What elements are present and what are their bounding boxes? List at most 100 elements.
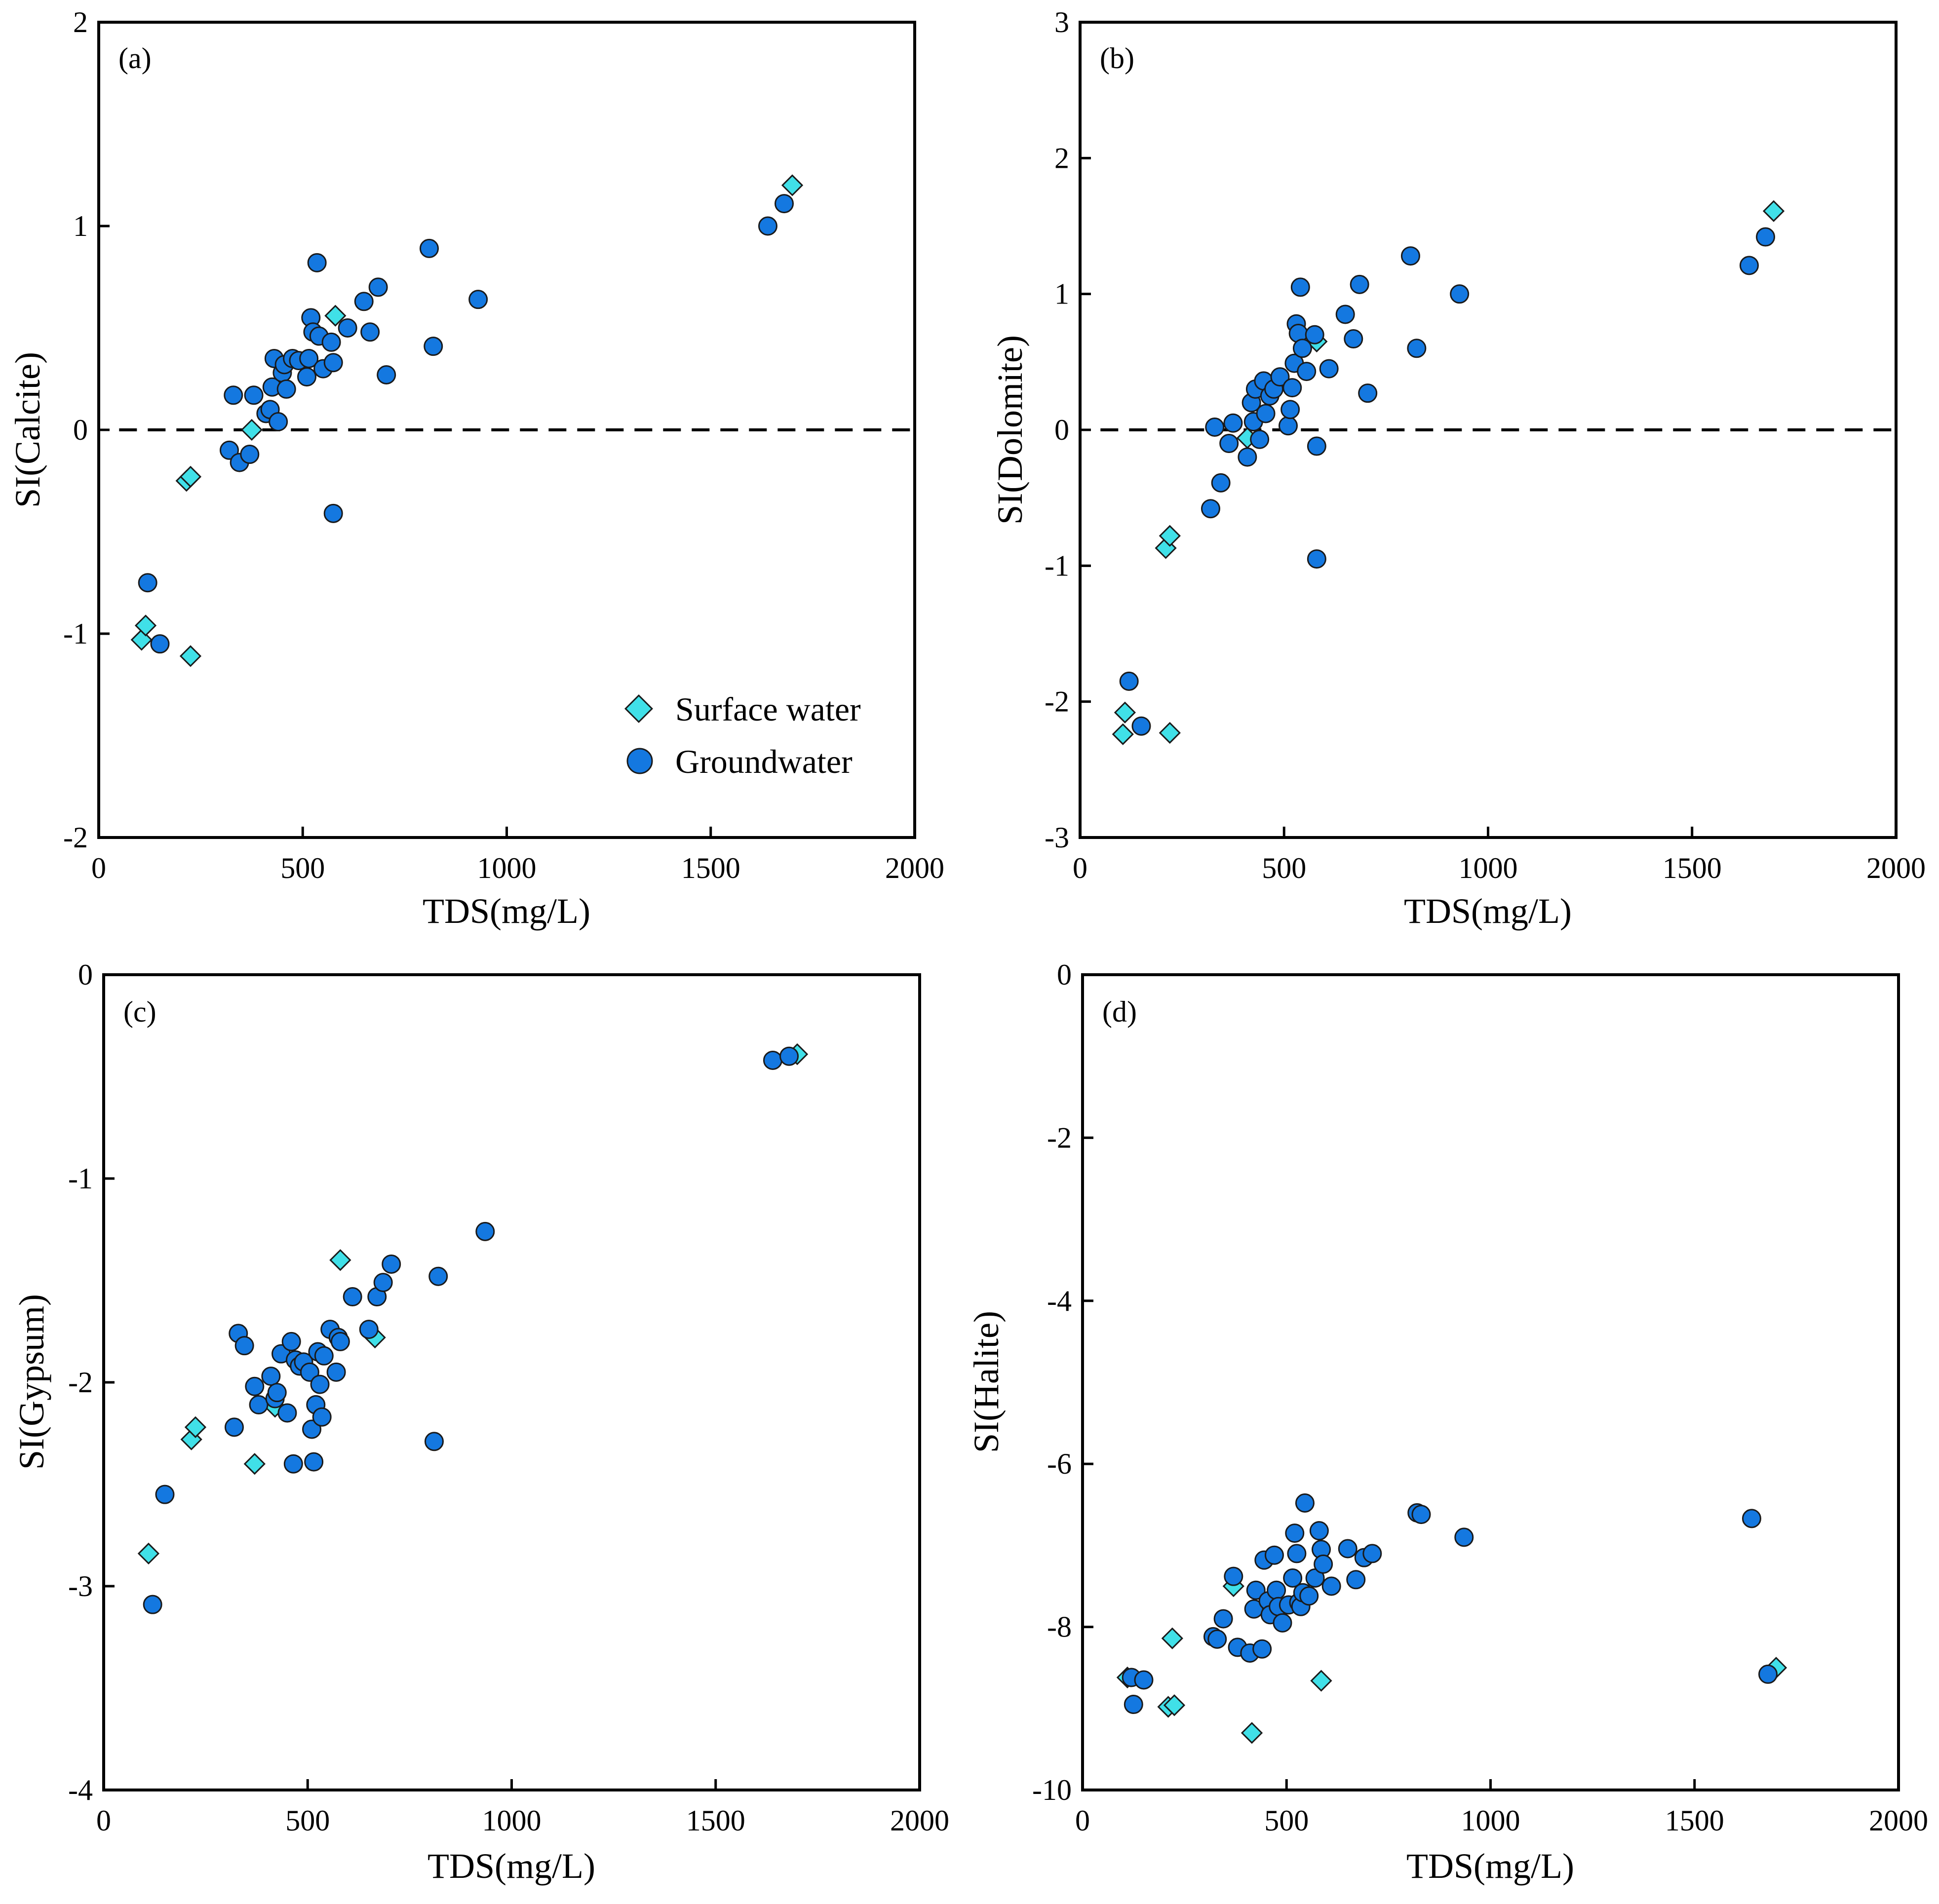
data-points xyxy=(1116,1493,1787,1744)
groundwater-point xyxy=(1250,429,1270,449)
y-tick-label: 1 xyxy=(1054,278,1069,310)
y-axis-label: SI(Calcite) xyxy=(8,352,47,508)
panel-label: (b) xyxy=(1100,42,1134,75)
y-ticks: -10 -8 -6 -4 -2 0 xyxy=(1032,958,1093,1806)
y-ticks: -3 -2 -1 0 1 2 3 xyxy=(1045,6,1091,854)
y-tick-label: 2 xyxy=(73,6,88,38)
groundwater-point xyxy=(1246,1580,1266,1600)
y-tick-label: -3 xyxy=(68,1570,93,1602)
groundwater-point xyxy=(245,1376,265,1396)
surface-water-point xyxy=(1161,1627,1183,1649)
panel-c: (c) 0 500 1000 1500 2000 -4 -3 -2 -1 0 TDS(mg/L)… xyxy=(12,958,949,1886)
groundwater-point xyxy=(310,1374,330,1394)
x-tick-label: 500 xyxy=(1262,852,1306,884)
groundwater-point xyxy=(382,1254,401,1274)
y-tick-label: -4 xyxy=(1047,1285,1072,1317)
groundwater-point xyxy=(277,1403,297,1423)
groundwater-point xyxy=(155,1485,175,1504)
y-tick-label: 0 xyxy=(1054,414,1069,446)
y-tick-label: -2 xyxy=(63,821,88,854)
surface-water-point xyxy=(1762,200,1785,222)
groundwater-point xyxy=(224,1417,244,1437)
groundwater-point xyxy=(338,318,357,338)
groundwater-point xyxy=(1742,1509,1761,1528)
data-points xyxy=(137,1043,809,1614)
y-tick-label: -4 xyxy=(68,1774,93,1806)
x-axis-label: TDS(mg/L) xyxy=(1406,1846,1574,1886)
groundwater-point xyxy=(424,1432,444,1451)
groundwater-point xyxy=(234,1336,254,1356)
panel-d: (d) 0 500 1000 1500 2000 -10 -8 -6 -4 -2 0 TDS(mg… xyxy=(967,958,1928,1886)
data-points xyxy=(1112,200,1785,745)
x-ticks: 0 500 1000 1500 2000 xyxy=(96,1779,949,1837)
y-tick-label: -10 xyxy=(1032,1774,1072,1806)
groundwater-point xyxy=(269,412,288,431)
groundwater-point xyxy=(1407,339,1427,358)
groundwater-point xyxy=(1400,246,1420,266)
groundwater-point xyxy=(758,216,777,236)
y-tick-label: -2 xyxy=(1045,685,1069,718)
y-tick-label: -1 xyxy=(68,1162,93,1195)
groundwater-point xyxy=(1358,383,1378,403)
groundwater-point xyxy=(323,353,343,373)
groundwater-point xyxy=(1335,305,1355,324)
groundwater-point xyxy=(1267,1580,1286,1600)
groundwater-point xyxy=(307,253,327,272)
groundwater-point xyxy=(1124,1695,1143,1714)
groundwater-point xyxy=(1211,473,1231,493)
groundwater-point xyxy=(424,337,443,356)
x-tick-label: 1000 xyxy=(482,1804,542,1837)
groundwater-point xyxy=(300,1362,319,1382)
groundwater-point xyxy=(323,503,343,523)
groundwater-point xyxy=(224,385,243,405)
panel-label: (c) xyxy=(123,995,156,1028)
y-tick-label: -6 xyxy=(1047,1447,1072,1480)
x-tick-label: 500 xyxy=(285,1804,330,1837)
groundwater-point xyxy=(1252,1639,1272,1659)
groundwater-point xyxy=(763,1050,782,1070)
x-axis-label: TDS(mg/L) xyxy=(423,891,590,931)
groundwater-point xyxy=(240,445,260,464)
surface-water-point xyxy=(1114,701,1136,724)
groundwater-point xyxy=(1309,1521,1329,1541)
groundwater-point xyxy=(1344,329,1363,349)
y-tick-label: -2 xyxy=(68,1366,93,1399)
groundwater-point xyxy=(1290,277,1310,297)
x-tick-label: 500 xyxy=(1264,1804,1309,1837)
groundwater-point xyxy=(1321,1576,1341,1596)
x-tick-label: 0 xyxy=(1075,1804,1090,1837)
groundwater-point xyxy=(1119,671,1139,691)
surface-water-point xyxy=(1112,723,1134,745)
x-tick-label: 1500 xyxy=(681,852,740,884)
surface-water-point xyxy=(1163,1694,1186,1716)
y-ticks: -4 -3 -2 -1 0 xyxy=(68,958,115,1806)
groundwater-point xyxy=(283,1454,303,1474)
groundwater-point xyxy=(1450,284,1470,304)
y-axis-label: SI(Halite) xyxy=(967,1311,1006,1453)
groundwater-point xyxy=(360,322,380,342)
groundwater-point xyxy=(1319,359,1339,379)
groundwater-point xyxy=(779,1046,799,1066)
x-tick-label: 0 xyxy=(96,1804,111,1837)
legend-groundwater-label: Groundwater xyxy=(675,743,853,780)
plot-frame xyxy=(102,973,921,1791)
y-tick-label: -2 xyxy=(1047,1121,1072,1154)
groundwater-point xyxy=(244,385,264,405)
x-axis-label: TDS(mg/L) xyxy=(1404,891,1572,931)
surface-water-point xyxy=(134,614,157,637)
surface-water-point xyxy=(240,419,263,441)
x-tick-label: 0 xyxy=(1073,852,1087,884)
groundwater-point xyxy=(419,238,439,258)
groundwater-point xyxy=(1207,1629,1227,1649)
groundwater-point xyxy=(377,365,396,384)
x-tick-label: 500 xyxy=(280,852,325,884)
groundwater-point xyxy=(1201,499,1220,519)
groundwater-point xyxy=(1285,1523,1305,1543)
groundwater-point xyxy=(143,1595,162,1614)
surface-water-point xyxy=(781,174,804,196)
groundwater-point xyxy=(1756,227,1776,247)
groundwater-point xyxy=(1305,325,1324,344)
groundwater-point xyxy=(281,1332,301,1351)
y-tick-label: 0 xyxy=(1057,958,1072,991)
